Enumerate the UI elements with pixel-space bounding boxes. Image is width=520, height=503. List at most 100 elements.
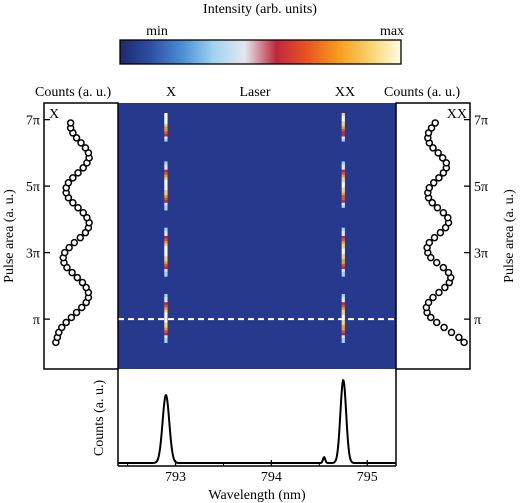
heatmap-cell-xx-18	[341, 293, 345, 298]
left-series-markers	[52, 119, 93, 347]
heatmap-cell-x-6	[164, 324, 168, 328]
left-ytick-label-1: 3π	[26, 247, 40, 262]
left-ytick-label-2: 5π	[26, 180, 40, 195]
heatmap-cell-x-79	[164, 138, 168, 142]
left-panel: X π 3π 5π 7π	[26, 102, 119, 370]
heatmap-cell-x-3	[164, 332, 168, 336]
spectrum-xtick-label-0: 793	[165, 470, 186, 485]
right-ytick-label-3: 7π	[474, 114, 488, 129]
heatmap-cell-xx-69	[341, 163, 345, 168]
heatmap-cell-xx-42	[341, 232, 345, 236]
heatmap-cell-x-35	[164, 250, 168, 254]
heatmap-cell-xx-80	[341, 135, 345, 140]
heatmap-cell-xx-43	[341, 230, 345, 234]
right-series-markers	[422, 119, 468, 347]
heatmap-cell-xx-70	[341, 161, 345, 165]
left-panel-frame	[43, 102, 119, 370]
heatmap-cell-x-81	[164, 133, 168, 137]
heatmap-cell-x-53	[164, 204, 168, 208]
heatmap-cell-xx-62	[341, 181, 345, 185]
heatmap-cell-xx-85	[341, 123, 345, 127]
heatmap-cell-x-16	[164, 299, 168, 303]
heatmap-cell-x-44	[164, 227, 168, 231]
heatmap-cell-x-17	[164, 296, 168, 300]
heatmap	[118, 103, 396, 369]
heatmap-cell-x-87	[164, 118, 168, 122]
heatmap-cell-xx-55	[341, 199, 345, 203]
xx-point-9	[429, 293, 437, 302]
xx-point-11	[441, 283, 449, 292]
heatmap-cell-xx-15	[341, 301, 345, 305]
heatmap-cell-x-10	[164, 314, 168, 318]
heatmap-cell-x-59	[164, 189, 168, 193]
heatmap-cell-x-1	[164, 337, 168, 341]
heatmap-cell-xx-3	[341, 332, 345, 336]
heatmap-cell-x-82	[164, 130, 168, 134]
heatmap-cell-xx-28	[341, 268, 345, 272]
xx-point-21	[430, 233, 439, 242]
colorbar-min-label: min	[146, 24, 168, 39]
x-point-5	[67, 313, 76, 322]
heatmap-cell-x-42	[164, 232, 168, 236]
heatmap-cell-xx-82	[341, 130, 345, 134]
heatmap-cell-xx-1	[341, 337, 345, 341]
heatmap-cell-x-61	[164, 184, 168, 188]
heatmap-cell-xx-86	[341, 120, 345, 124]
xx-point-26	[439, 208, 448, 217]
heatmap-cell-x-14	[164, 304, 168, 308]
x-point-41	[72, 134, 81, 142]
heatmap-cell-xx-63	[341, 179, 345, 183]
heatmap-cell-xx-30	[341, 263, 345, 267]
xx-point-37	[438, 154, 447, 162]
heatmap-cell-xx-33	[341, 255, 345, 259]
x-point-34	[74, 169, 82, 177]
xx-point-10	[435, 288, 443, 297]
heatmap-cell-x-8	[164, 319, 168, 323]
heatmap-cell-xx-34	[341, 253, 345, 257]
heatmap-cell-xx-57	[341, 194, 345, 198]
x-point-6	[72, 308, 81, 317]
heatmap-cell-xx-31	[341, 260, 345, 264]
heatmap-cell-x-28	[164, 268, 168, 272]
heatmap-cell-x-83	[164, 128, 168, 132]
xx-point-27	[433, 203, 442, 212]
x-point-25	[83, 213, 91, 222]
x-point-39	[81, 144, 90, 152]
x-point-40	[77, 139, 85, 147]
heatmap-cell-x-38	[164, 242, 168, 247]
heatmap-cell-x-18	[164, 293, 168, 298]
heatmap-cell-x-33	[164, 255, 168, 259]
heatmap-cell-xx-88	[341, 115, 345, 119]
heatmap-cell-x-57	[164, 194, 168, 198]
spectrum-line	[118, 378, 396, 464]
right-panel-frame	[395, 102, 471, 370]
heatmap-cell-x-39	[164, 240, 168, 244]
heatmap-cell-xx-66	[341, 171, 345, 175]
heatmap-cell-x-64	[164, 176, 168, 180]
heatmap-cell-xx-5	[341, 327, 345, 331]
x-point-26	[79, 208, 87, 217]
heatmap-cell-xx-38	[341, 242, 345, 247]
heatmap-cell-xx-83	[341, 128, 345, 132]
heatmap-cell-x-36	[164, 248, 168, 252]
xx-point-4	[432, 318, 441, 327]
heatmap-cell-x-56	[164, 197, 168, 201]
colorbar-title: Intensity (arb. units)	[203, 2, 317, 17]
heatmap-cell-x-32	[164, 258, 168, 262]
x-point-4	[62, 318, 70, 327]
heatmap-cell-x-11	[164, 311, 168, 315]
heatmap-cell-x-89	[164, 112, 168, 117]
heatmap-cell-x-5	[164, 327, 168, 331]
right-panel-corner-label: XX	[447, 107, 467, 122]
x-point-33	[69, 174, 77, 182]
heatmap-cell-x-62	[164, 181, 168, 185]
x-point-18	[60, 248, 69, 257]
left-ytick-label-3: 7π	[26, 114, 40, 129]
left-pulse-area-label: Pulse area (a. u.)	[2, 189, 17, 283]
heatmap-cell-xx-10	[341, 314, 345, 318]
heatmap-cell-xx-67	[341, 169, 345, 173]
xx-point-3	[440, 323, 448, 332]
heatmap-cell-x-80	[164, 135, 168, 140]
spectrum-y-label: Counts (a. u.)	[92, 380, 107, 457]
heatmap-cell-x-69	[164, 163, 168, 168]
